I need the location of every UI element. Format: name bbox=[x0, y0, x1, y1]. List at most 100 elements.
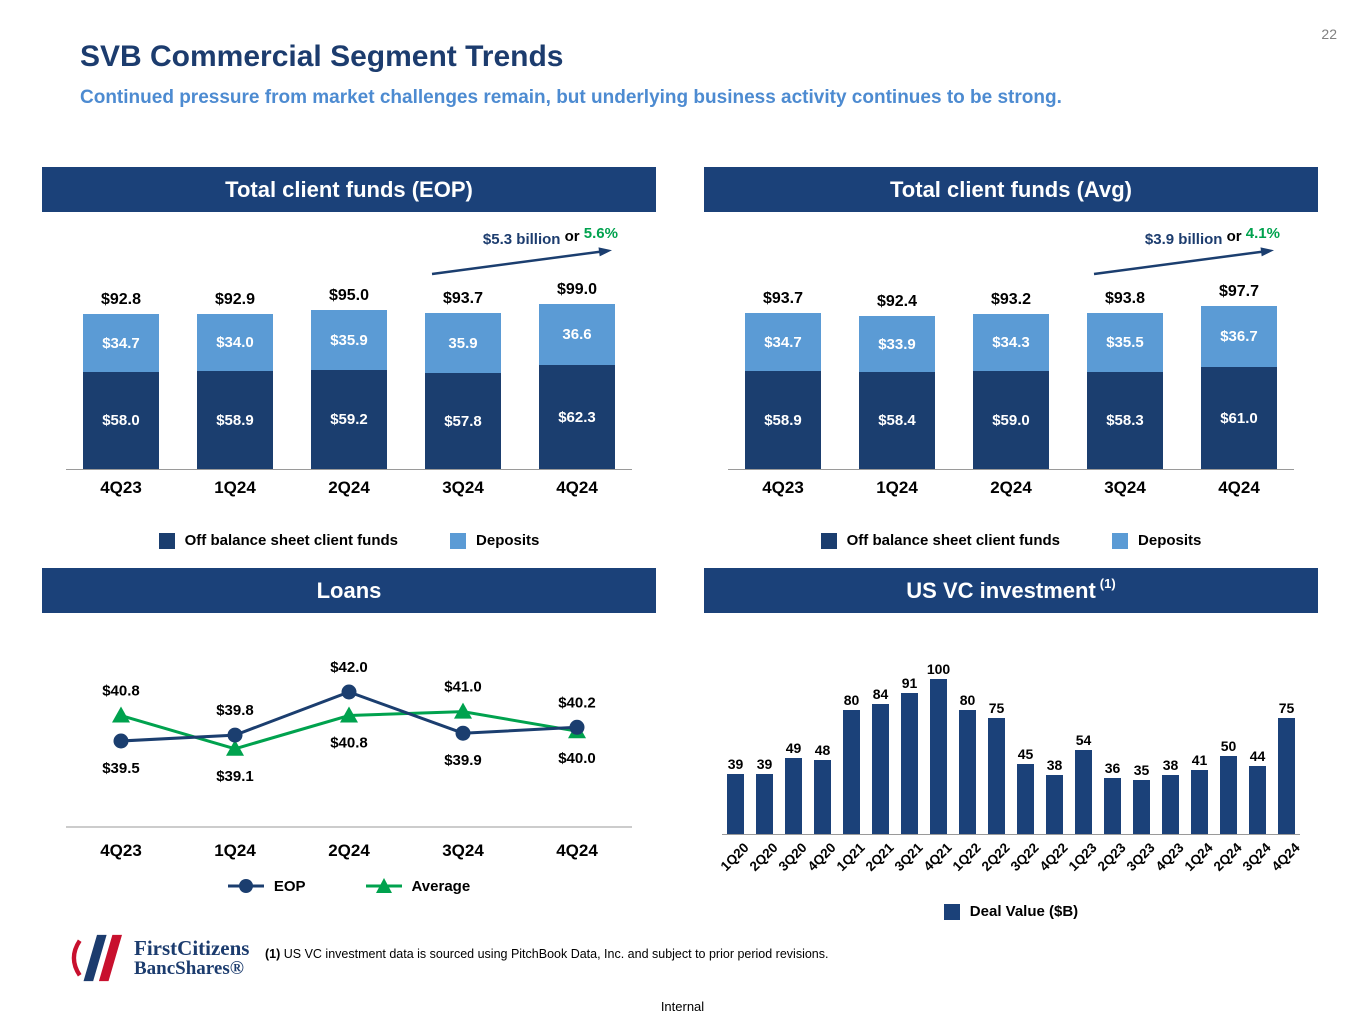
stacked-bar-chart-avg: $93.7 $34.7 $58.9 $92.4 $33.9 $58.4 $93.2 $34.3… bbox=[728, 275, 1294, 470]
vc-bar-column: 39 bbox=[751, 756, 778, 834]
deposits-segment: $34.7 bbox=[745, 313, 821, 371]
vc-bar-column: 48 bbox=[809, 742, 836, 834]
bar-column: $95.0 $35.9 $59.2 bbox=[311, 287, 387, 469]
panel-header-loans: Loans bbox=[42, 568, 656, 613]
footnote-text: US VC investment data is sourced using P… bbox=[280, 947, 829, 961]
legend-swatch bbox=[943, 903, 960, 920]
x-axis-label-cell: 1Q24 bbox=[1182, 835, 1216, 891]
data-label: $41.0 bbox=[444, 679, 482, 696]
legend-label: Average bbox=[411, 877, 471, 895]
legend-avg: Off balance sheet client funds Deposits bbox=[704, 532, 1318, 549]
vc-bar bbox=[1191, 770, 1208, 834]
legend-label: Deposits bbox=[476, 532, 540, 549]
data-label: $40.8 bbox=[102, 683, 140, 700]
x-axis-label: 2Q21 bbox=[862, 840, 897, 874]
x-axis-label: 1Q20 bbox=[717, 840, 752, 874]
vc-bar bbox=[785, 758, 802, 834]
vc-value-label: 80 bbox=[843, 692, 860, 708]
x-axis-label: 4Q20 bbox=[804, 840, 839, 874]
x-axis-label: 3Q24 bbox=[442, 841, 484, 860]
panel-title: Loans bbox=[316, 577, 382, 603]
eop-marker bbox=[113, 733, 129, 749]
vc-bar-column: 44 bbox=[1244, 748, 1271, 834]
bar-total-label: $93.7 bbox=[442, 290, 484, 307]
page-number: 22 bbox=[1321, 26, 1337, 42]
vc-value-label: 41 bbox=[1191, 752, 1208, 768]
panel-title: US VC investment bbox=[906, 577, 1096, 603]
x-axis-label: 2Q24 bbox=[990, 478, 1032, 497]
legend-label: Deposits bbox=[1138, 532, 1202, 549]
vc-bar-chart: 39 39 49 48 80 84 91 100 80 75 45 38 54 36 35 38 41 50 44 7… bbox=[722, 653, 1300, 835]
average-legend-marker-icon bbox=[365, 878, 402, 893]
deposits-segment: $35.5 bbox=[1087, 313, 1163, 372]
polygon bbox=[375, 878, 392, 893]
x-axis-label-cell: 4Q24 bbox=[1269, 835, 1303, 891]
vc-bar-column: 45 bbox=[1012, 746, 1039, 834]
panel-header-eop: Total client funds (EOP) bbox=[42, 167, 656, 212]
data-label: $39.9 bbox=[444, 752, 482, 769]
x-axis-label-cell: 1Q23 bbox=[1066, 835, 1100, 891]
bar-column: $92.4 $33.9 $58.4 bbox=[859, 293, 935, 469]
off-balance-sheet-segment: $58.0 bbox=[83, 372, 159, 469]
x-axis-label: 4Q24 bbox=[556, 841, 598, 860]
panel-total-client-funds-avg: Total client funds (Avg) $3.9 billion or… bbox=[704, 167, 1318, 567]
vc-bar-column: 38 bbox=[1157, 757, 1184, 834]
legend-item: Deposits bbox=[1112, 532, 1201, 549]
x-axis-eop: 4Q23 1Q24 2Q24 3Q24 4Q24 bbox=[66, 478, 632, 498]
vc-value-label: 45 bbox=[1017, 746, 1034, 762]
x-axis-label: 3Q24 bbox=[1239, 840, 1274, 874]
off-balance-sheet-segment: $61.0 bbox=[1201, 367, 1277, 469]
vc-value-label: 100 bbox=[926, 661, 951, 677]
legend-label: EOP bbox=[273, 877, 306, 895]
vc-value-label: 38 bbox=[1162, 757, 1179, 773]
bar-column: $93.8 $35.5 $58.3 bbox=[1087, 290, 1163, 469]
data-label: $39.1 bbox=[216, 768, 254, 785]
bar-column: $97.7 $36.7 $61.0 bbox=[1201, 283, 1277, 469]
off-balance-sheet-segment: $57.8 bbox=[425, 373, 501, 469]
page-title: SVB Commercial Segment Trends bbox=[80, 40, 564, 73]
vc-bar bbox=[1278, 718, 1295, 834]
vc-value-label: 80 bbox=[959, 692, 976, 708]
x-axis-label: 3Q20 bbox=[775, 840, 810, 874]
vc-bar bbox=[843, 710, 860, 834]
x-axis-label-cell: 1Q21 bbox=[834, 835, 868, 891]
growth-percent: 4.1% bbox=[1245, 225, 1280, 242]
x-axis-label: 2Q24 bbox=[328, 841, 370, 860]
vc-value-label: 50 bbox=[1220, 738, 1237, 754]
bar-total-label: $95.0 bbox=[328, 287, 370, 304]
deposits-segment: 35.9 bbox=[425, 313, 501, 373]
growth-conjunction: or bbox=[1226, 228, 1242, 245]
panel-header-vc: US VC investment (1) bbox=[704, 568, 1318, 613]
bar-total-label: $99.0 bbox=[556, 281, 598, 298]
vc-bar bbox=[756, 774, 773, 834]
x-axis-label: 2Q23 bbox=[1094, 840, 1129, 874]
legend-swatch bbox=[1112, 532, 1129, 549]
growth-annotation-eop: $5.3 billion or 5.6% bbox=[418, 225, 618, 278]
bar-column: $93.7 35.9 $57.8 bbox=[425, 290, 501, 469]
data-label: $40.8 bbox=[330, 735, 368, 752]
vc-bar-column: 36 bbox=[1099, 760, 1126, 834]
vc-value-label: 44 bbox=[1249, 748, 1266, 764]
growth-annotation-text: $5.3 billion or 5.6% bbox=[418, 225, 618, 248]
vc-bar-column: 49 bbox=[780, 740, 807, 834]
off-balance-sheet-segment: $59.2 bbox=[311, 370, 387, 469]
loans-line-chart: $40.8 $39.1 $40.8 $41.0 $40.0 $39.5 $39.8 $42.0… bbox=[66, 659, 632, 828]
growth-arrow-icon bbox=[1093, 247, 1274, 276]
x-axis-label-cell: 4Q23 bbox=[1153, 835, 1187, 891]
x-axis-label: 4Q24 bbox=[556, 478, 598, 497]
page-subtitle: Continued pressure from market challenge… bbox=[80, 87, 1062, 108]
vc-bar-column: 39 bbox=[722, 756, 749, 834]
growth-annotation-text: $3.9 billion or 4.1% bbox=[1080, 225, 1280, 248]
x-axis-label: 1Q21 bbox=[833, 840, 868, 874]
deposits-segment: $34.3 bbox=[973, 314, 1049, 371]
eop-marker bbox=[455, 725, 471, 741]
vc-value-label: 84 bbox=[872, 686, 889, 702]
x-axis-label-cell: 2Q21 bbox=[863, 835, 897, 891]
x-axis-label: 1Q24 bbox=[214, 841, 256, 860]
x-axis-label: 3Q24 bbox=[442, 478, 484, 497]
x-axis-label: 3Q24 bbox=[1104, 478, 1146, 497]
growth-annotation-avg: $3.9 billion or 4.1% bbox=[1080, 225, 1280, 278]
legend-item: Off balance sheet client funds bbox=[158, 532, 398, 549]
bar-total-label: $92.8 bbox=[100, 291, 142, 308]
panel-title: Total client funds (EOP) bbox=[225, 176, 473, 202]
